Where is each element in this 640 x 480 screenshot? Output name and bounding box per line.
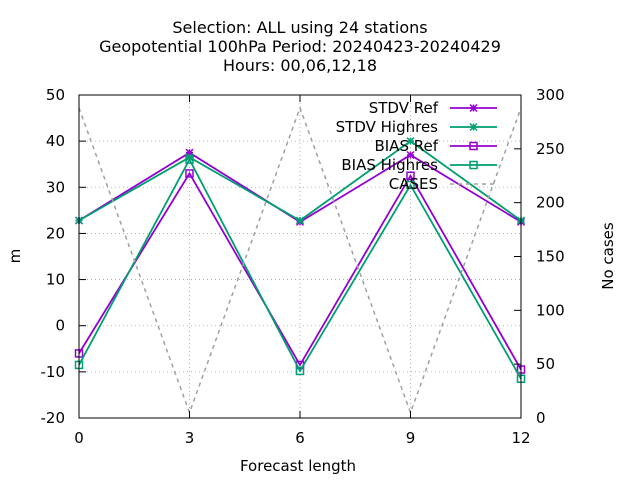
y-axis-label: m (6, 249, 24, 264)
y2-axis-label: No cases (599, 222, 617, 290)
series-2-point-1 (185, 169, 194, 178)
y-tick-label: 20 (46, 224, 65, 242)
series-0-point-3 (406, 150, 415, 160)
x-tick-label: 12 (511, 429, 530, 447)
legend-label-4: CASES (389, 175, 438, 193)
series-line-3 (78, 157, 522, 380)
y2-tick-label: 50 (536, 355, 555, 373)
chart-title-line-1: Selection: ALL using 24 stations (172, 18, 427, 37)
ticks: -20 -10 0 10 20 30 40 50 0 50 100 150 200 250 300 0 3 6 9 1… (41, 86, 565, 447)
series-line-2 (78, 171, 522, 370)
y2-tick-label: 150 (536, 248, 565, 266)
legend-marker-2 (469, 141, 478, 151)
x-axis-label: Forecast length (240, 457, 356, 475)
chart-title-line-2: Geopotential 100hPa Period: 20240423-202… (99, 37, 501, 56)
x-tick-label: 3 (185, 429, 195, 447)
y-tick-label: 50 (46, 86, 65, 104)
legend-label-2: BIAS Ref (374, 137, 438, 155)
series-3-point-1 (185, 155, 194, 164)
y-tick-label: 10 (46, 271, 65, 289)
grid (79, 95, 521, 418)
series-layer (74, 105, 526, 415)
chart-title-line-3: Hours: 00,06,12,18 (223, 56, 377, 75)
y-tick-label: 40 (46, 132, 65, 150)
legend-label-0: STDV Ref (369, 99, 439, 117)
legend-marker-1 (469, 122, 478, 132)
y2-tick-label: 300 (536, 86, 565, 104)
series-2-point-3 (406, 171, 415, 180)
x-tick-label: 0 (74, 429, 84, 447)
series-3-point-2 (295, 366, 305, 376)
y2-tick-label: 250 (536, 140, 565, 158)
y2-tick-label: 100 (536, 301, 565, 319)
y-tick-label: -10 (41, 363, 66, 381)
series-1-point-3 (406, 137, 415, 146)
series-1-point-2 (295, 216, 305, 225)
legend-marker-3 (469, 160, 478, 170)
y-tick-label: -20 (41, 409, 66, 427)
y2-tick-label: 0 (536, 409, 546, 427)
legend-label-3: BIAS Highres (341, 156, 438, 174)
legend-label-1: STDV Highres (336, 118, 439, 136)
series-3-point-3 (406, 180, 415, 190)
y-tick-label: 30 (46, 178, 65, 196)
x-tick-label: 6 (295, 429, 305, 447)
series-1-point-1 (185, 153, 194, 162)
legend-marker-0 (469, 103, 478, 113)
series-line-4 (78, 105, 522, 415)
y2-tick-label: 200 (536, 194, 565, 212)
y-tick-label: 0 (55, 317, 65, 335)
x-tick-label: 9 (406, 429, 416, 447)
